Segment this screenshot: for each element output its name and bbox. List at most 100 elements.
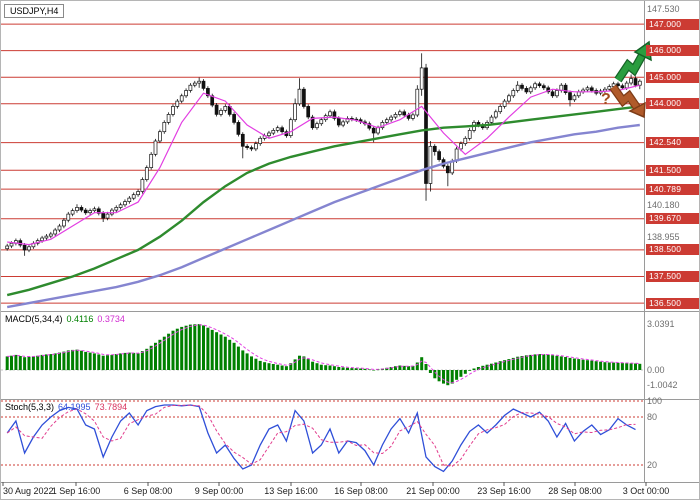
macd-bar — [581, 359, 585, 370]
forecast-arrows: ? — [601, 40, 652, 119]
candle-down — [589, 87, 594, 91]
candle-up — [66, 213, 71, 221]
macd-bar — [271, 364, 275, 370]
candle-up — [419, 67, 424, 90]
macd-bar — [66, 350, 70, 371]
candle-down — [371, 127, 376, 134]
macd-bar — [140, 351, 144, 370]
candle-down — [563, 84, 568, 93]
macd-bar — [258, 360, 262, 370]
macd-bar — [75, 349, 79, 370]
macd-bar — [167, 333, 171, 370]
macd-bar — [5, 356, 9, 370]
macd-bar — [490, 363, 493, 371]
macd-bar — [223, 336, 227, 370]
candle-up — [288, 119, 293, 136]
candle-down — [249, 147, 254, 150]
candle-up — [463, 137, 468, 144]
macd-bar — [590, 360, 594, 370]
candle-up — [376, 127, 380, 134]
macd-bar — [276, 364, 280, 370]
macd-bar — [324, 365, 328, 370]
macd-bar — [463, 370, 467, 374]
candle-down — [206, 88, 210, 97]
candle-up — [5, 245, 10, 250]
macd-bar — [542, 354, 546, 370]
candle-up — [9, 242, 14, 247]
macd-bar — [354, 368, 358, 370]
macd-bar — [350, 368, 354, 371]
macd-bar — [372, 370, 376, 371]
macd-signal-line — [7, 324, 640, 384]
candle-down — [214, 104, 219, 115]
candle-down — [445, 165, 450, 174]
macd-bar — [572, 358, 576, 370]
candle-up — [114, 207, 119, 211]
macd-bar — [520, 356, 524, 371]
candle-up — [624, 82, 629, 89]
candle-up — [149, 153, 154, 168]
macd-bar — [202, 325, 205, 370]
macd-bar — [162, 336, 166, 370]
macd-bar — [180, 326, 184, 370]
macd-bar — [241, 350, 245, 371]
macd-bar — [328, 365, 332, 370]
candle-up — [48, 233, 53, 237]
candle-up — [393, 114, 398, 118]
macd-bar — [27, 356, 31, 370]
macd-bar — [577, 359, 581, 370]
candle-up — [585, 87, 590, 91]
candle-up — [515, 84, 520, 91]
macd-bar — [638, 363, 642, 370]
candle-up — [258, 137, 263, 144]
candle-up — [144, 167, 149, 180]
down-trend-arrow — [610, 85, 641, 111]
candle-up — [118, 204, 123, 208]
candle-up — [131, 194, 136, 199]
candle-down — [280, 127, 284, 133]
macd-bar — [49, 354, 53, 370]
macd-bar — [616, 362, 620, 371]
candle-up — [158, 131, 162, 142]
macd-bar — [411, 365, 415, 370]
stoch-d-line — [6, 404, 636, 467]
macd-bar — [298, 355, 301, 371]
macd-bar — [23, 357, 27, 371]
macd-bar — [498, 361, 502, 370]
candle-up — [493, 111, 498, 118]
candle-up — [528, 87, 533, 93]
macd-bar — [599, 361, 603, 370]
macd-bar — [210, 329, 214, 370]
macd-bar — [228, 339, 232, 370]
candle-up — [70, 210, 75, 215]
candle-up — [489, 116, 494, 123]
macd-bar — [564, 357, 568, 370]
macd-bar — [363, 368, 367, 370]
candle-up — [166, 114, 171, 123]
macd-bar — [476, 367, 480, 370]
candle-up — [275, 127, 280, 131]
candle-up — [88, 210, 92, 214]
ma-mid-line — [6, 105, 640, 297]
macd-bar — [319, 364, 323, 370]
candle-up — [611, 83, 616, 87]
macd-bar — [529, 354, 533, 370]
macd-bar — [446, 370, 450, 386]
macd-bar — [538, 354, 541, 370]
macd-bar — [289, 363, 293, 370]
candle-up — [62, 219, 66, 227]
macd-bar — [607, 362, 611, 371]
macd-bar — [110, 354, 114, 370]
macd-bar — [197, 324, 201, 371]
candle-up — [162, 122, 167, 133]
candle-down — [245, 145, 249, 148]
macd-bar — [311, 361, 315, 370]
up-trend-arrow — [615, 50, 647, 82]
candle-up — [315, 123, 319, 129]
candle-up — [341, 121, 345, 126]
macd-bar — [84, 351, 88, 370]
candle-up — [428, 145, 433, 184]
macd-bar — [559, 356, 563, 370]
